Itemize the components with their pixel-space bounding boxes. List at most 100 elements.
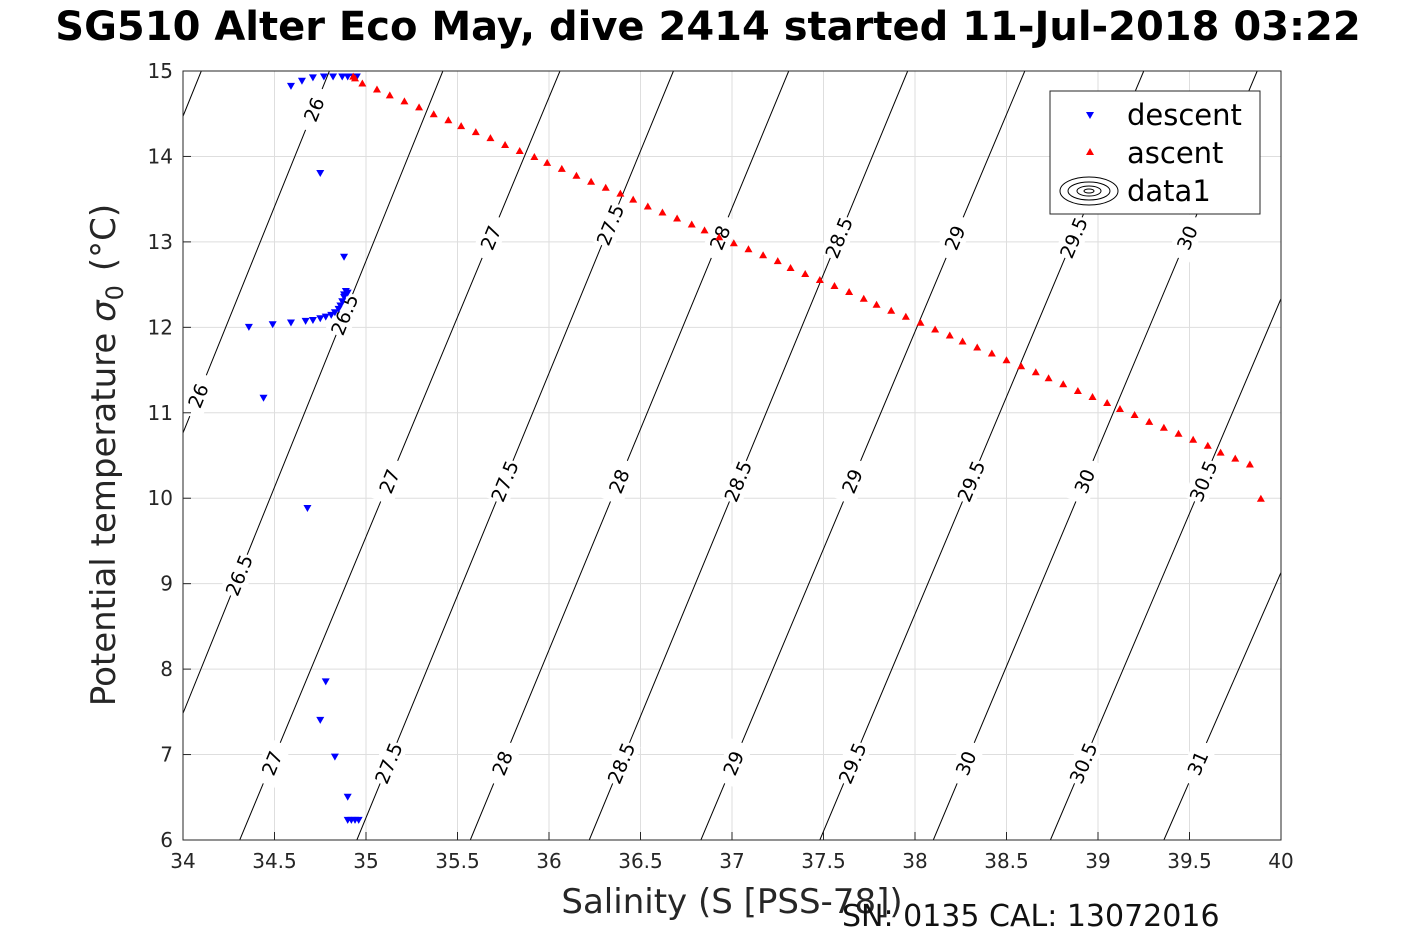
x-tick-label: 34.5: [252, 849, 297, 873]
ascent-point: [543, 158, 552, 166]
ascent-point: [400, 97, 409, 105]
ascent-point: [1103, 399, 1112, 407]
ascent-point: [1073, 387, 1082, 395]
contour-label-bg: [369, 456, 409, 507]
ascent-point: [601, 183, 610, 191]
y-axis-unit: (°C): [84, 204, 124, 271]
ascent-point: [429, 110, 438, 118]
contour-label-bg: [482, 738, 522, 789]
ascent-point: [1130, 410, 1139, 418]
ascent-point: [501, 140, 510, 148]
y-tick-label: 6: [160, 828, 173, 852]
ascent-point: [572, 171, 581, 179]
descent-point: [244, 323, 253, 331]
ascent-point: [987, 349, 996, 357]
legend-data1-label: data1: [1127, 174, 1211, 208]
legend-box: [1049, 90, 1261, 215]
contour-label-bg: [590, 199, 630, 250]
descent-point: [268, 321, 277, 329]
contour-label-bg: [1183, 456, 1223, 507]
descent-point: [321, 313, 330, 321]
legend-descent-label: descent: [1127, 98, 1242, 132]
ascent-point: [1174, 429, 1183, 437]
x-tick-label: 39.5: [1167, 849, 1212, 873]
contour-label-bg: [819, 212, 859, 263]
contour-line: [239, 71, 561, 840]
descent-point: [286, 319, 295, 327]
ascent-point: [759, 251, 768, 259]
descent-point: [319, 73, 328, 81]
ascent-point: [351, 74, 360, 82]
ascent-point: [1044, 374, 1053, 382]
descent-point: [354, 816, 363, 824]
contour-label-bg: [832, 738, 872, 789]
y-tick-label: 14: [148, 144, 173, 168]
contour-31: 31: [1163, 571, 1281, 840]
ascent-point: [658, 208, 667, 216]
ascent-point: [916, 318, 925, 326]
ascent-point: [973, 343, 982, 351]
contour-label: 31: [1177, 738, 1218, 789]
descent-point: [327, 311, 336, 319]
ascent-point: [471, 128, 480, 136]
series-descent: [244, 73, 363, 824]
ascent-point: [515, 146, 524, 154]
descent-point: [343, 793, 352, 801]
ascent-point: [1002, 356, 1011, 364]
contour-29.5: 29.529.529.5: [819, 71, 1145, 840]
ascent-point: [801, 270, 810, 278]
ascent-point: [415, 103, 424, 111]
legend-ascent-marker: [1086, 148, 1094, 155]
ascent-point: [1017, 362, 1026, 370]
axis-ticks: 34 34.5 35 35.5 36 36.5 37 37.5 38 38.5 39 39.5 40 6 7…: [148, 59, 1294, 873]
contour-line: [588, 71, 909, 840]
x-tick-label: 40: [1268, 849, 1293, 873]
contour-label-bg: [946, 738, 986, 789]
contour-label-bg: [601, 738, 641, 789]
contour-label-bg: [183, 370, 218, 421]
y-tick-label: 9: [160, 572, 173, 596]
contour-label-bg: [1167, 212, 1207, 263]
ascent-point: [530, 152, 539, 160]
descent-point: [338, 73, 347, 81]
ascent-point: [616, 189, 625, 197]
ascent-point: [715, 233, 724, 241]
descent-point: [316, 716, 325, 724]
ascent-point: [1115, 405, 1124, 413]
ascent-point: [1216, 448, 1225, 456]
ascent-point: [372, 85, 381, 93]
ascent-point: [786, 264, 795, 272]
contour-line: [700, 71, 1026, 840]
ascent-point: [629, 195, 638, 203]
contour-label-bg: [369, 738, 408, 789]
descent-point: [343, 73, 352, 81]
contour-line: [356, 71, 674, 840]
ascent-point: [643, 202, 652, 210]
x-tick-label: 35: [353, 849, 378, 873]
y-axis-symbol: σ: [84, 299, 124, 322]
ascent-point: [1189, 435, 1198, 443]
legend: descent ascent data1: [1049, 90, 1261, 215]
ascent-point: [1059, 380, 1068, 388]
ascent-point: [729, 239, 738, 247]
ascent-point: [687, 220, 696, 228]
x-tick-label: 38.5: [984, 849, 1029, 873]
contour-line: [1049, 297, 1281, 840]
ascent-point: [1256, 494, 1265, 502]
ascent-point: [457, 122, 466, 130]
contour-label-bg: [832, 456, 872, 507]
descent-point: [321, 678, 330, 686]
x-tick-label: 37.5: [801, 849, 846, 873]
ascent-point: [945, 331, 954, 339]
ascent-point: [773, 257, 782, 265]
descent-point: [297, 77, 306, 85]
y-axis-subscript: 0: [101, 285, 129, 300]
y-axis-label-group: Potential temperature σ0 (°C): [84, 204, 129, 706]
descent-point: [286, 82, 295, 90]
legend-descent-marker: [1086, 112, 1094, 119]
descent-point: [330, 753, 339, 761]
descent-point: [308, 316, 317, 324]
ascent-point: [700, 226, 709, 234]
ascent-point: [958, 337, 967, 345]
